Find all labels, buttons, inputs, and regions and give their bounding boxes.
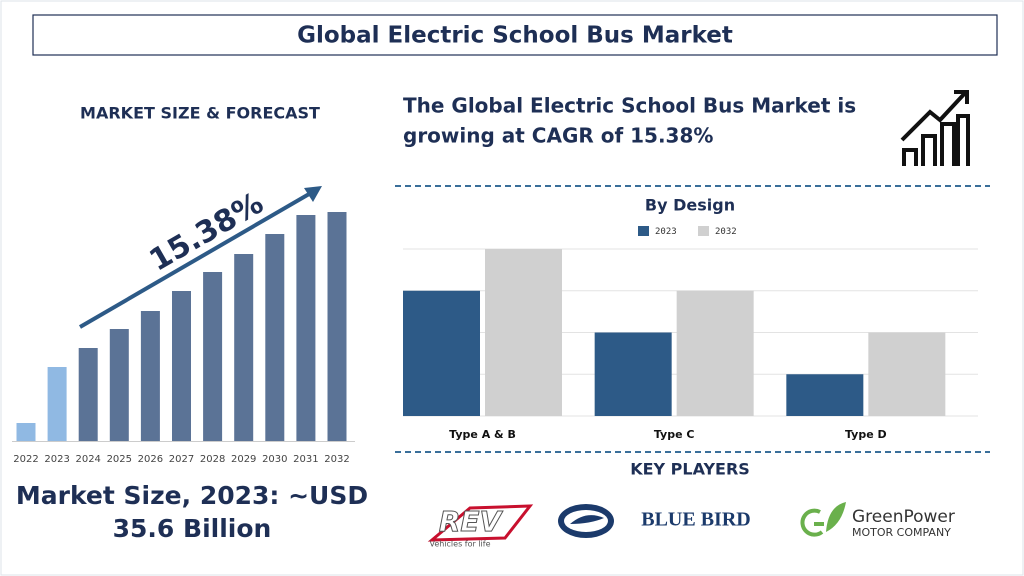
- header-title: Global Electric School Bus Market: [297, 23, 733, 49]
- market-size-text: 35.6 Billion: [113, 514, 272, 543]
- key-players-title: KEY PLAYERS: [630, 460, 750, 479]
- bar: [234, 254, 254, 441]
- x-tick-label: 2023: [44, 454, 69, 465]
- left-chart-title: MARKET SIZE & FORECAST: [80, 104, 320, 123]
- bar: [485, 249, 562, 416]
- bar: [594, 332, 672, 416]
- x-tick-label: 2028: [200, 454, 225, 465]
- x-tick-label: 2025: [107, 454, 132, 465]
- bar: [327, 212, 347, 441]
- blue-bird-logo: BLUE BIRD: [558, 504, 751, 538]
- trend-arrow: [78, 188, 318, 329]
- x-tick-label: Type C: [654, 428, 695, 441]
- market-size-text: Market Size, 2023: ~USD: [16, 481, 368, 510]
- logo-name: BLUE BIRD: [641, 509, 750, 531]
- cagr-text: The Global Electric School Bus Market is: [403, 94, 856, 118]
- x-tick-label: 2031: [293, 454, 318, 465]
- right-chart-title: By Design: [645, 196, 735, 215]
- bar: [16, 423, 36, 441]
- legend-swatch: [638, 226, 649, 236]
- bar: [109, 329, 129, 441]
- logo-tagline: Vehicles for life: [429, 540, 490, 549]
- logo-name: REV: [439, 505, 504, 538]
- growth-icon: [900, 90, 970, 166]
- x-tick-label: 2026: [138, 454, 163, 465]
- bar: [203, 272, 223, 441]
- x-tick-label: 2024: [75, 454, 100, 465]
- bar: [676, 290, 754, 416]
- logo-tagline: MOTOR COMPANY: [852, 526, 951, 539]
- x-tick-label: 2032: [324, 454, 349, 465]
- legend-label: 2023: [655, 227, 677, 237]
- bar: [265, 234, 285, 441]
- x-tick-label: Type D: [845, 428, 887, 441]
- legend-swatch: [698, 226, 709, 236]
- greenpower-logo: GreenPower MOTOR COMPANY: [800, 502, 955, 539]
- arrow-head: [304, 186, 322, 202]
- bar: [786, 374, 864, 416]
- rev-logo: REV Vehicles for life: [427, 504, 534, 549]
- x-tick-label: Type A & B: [449, 428, 516, 441]
- legend-label: 2032: [715, 227, 737, 237]
- bar: [296, 215, 316, 441]
- x-tick-label: 2027: [169, 454, 194, 465]
- header-box: [32, 14, 998, 56]
- cagr-text: growing at CAGR of 15.38%: [403, 124, 713, 148]
- bar: [403, 290, 480, 416]
- logo-name: GreenPower: [852, 507, 955, 527]
- bar: [78, 348, 98, 441]
- x-tick-label: 2022: [13, 454, 38, 465]
- bar: [172, 291, 191, 441]
- x-tick-label: 2030: [262, 454, 287, 465]
- bar: [140, 311, 160, 441]
- x-tick-label: 2029: [231, 454, 256, 465]
- bar: [47, 367, 67, 441]
- bar: [868, 332, 946, 416]
